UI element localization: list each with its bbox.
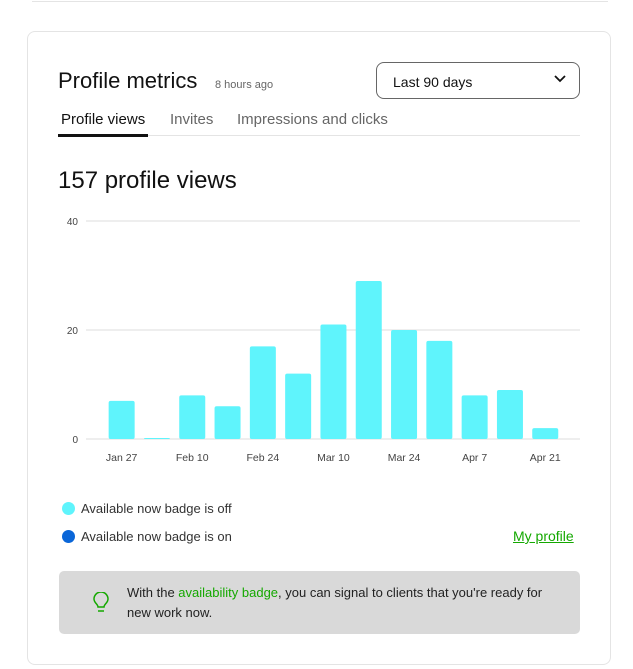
bar — [461, 395, 488, 439]
x-tick-label: Jan 27 — [106, 452, 138, 464]
x-tick-label: Apr 21 — [530, 452, 561, 464]
profile-views-count: 157 profile views — [58, 167, 237, 194]
tab-profile-views[interactable]: Profile views — [58, 111, 149, 137]
x-tick-label: Feb 10 — [176, 452, 209, 464]
bar — [249, 346, 276, 439]
bar — [285, 373, 312, 439]
tip-text-start: With the — [127, 585, 179, 600]
legend-item-on: Available now badge is on — [62, 529, 232, 544]
date-range-select[interactable]: Last 90 days — [376, 62, 580, 99]
tabs: Profile views Invites Impressions and cl… — [58, 108, 580, 137]
card-title: Profile metrics — [58, 68, 198, 93]
y-tick-label: 20 — [67, 326, 79, 337]
my-profile-link[interactable]: My profile — [513, 528, 574, 544]
legend-label: Available now badge is off — [81, 501, 232, 516]
bar — [320, 324, 347, 439]
divider — [32, 0, 608, 2]
bar — [108, 400, 135, 439]
date-range-value: Last 90 days — [393, 74, 473, 90]
lightbulb-icon — [93, 592, 109, 612]
x-tick-label: Apr 7 — [462, 452, 487, 464]
bar — [143, 438, 170, 439]
y-tick-label: 0 — [72, 435, 78, 446]
legend-dot-icon — [62, 502, 75, 515]
profile-metrics-card — [27, 31, 611, 665]
x-tick-label: Feb 24 — [246, 452, 279, 464]
tip-text-end: , you can signal to clients that you're … — [127, 585, 543, 620]
legend-item-off: Available now badge is off — [62, 501, 232, 516]
tab-impressions-and-clicks[interactable]: Impressions and clicks — [237, 111, 388, 128]
y-tick-label: 40 — [67, 217, 79, 228]
legend-dot-icon — [62, 530, 75, 543]
bar — [391, 330, 418, 439]
legend-label: Available now badge is on — [81, 529, 232, 544]
bar — [532, 428, 559, 439]
bar — [426, 340, 453, 439]
tip-text: With the availability badge, you can sig… — [127, 583, 547, 623]
bar — [214, 406, 241, 439]
bar — [496, 389, 523, 439]
chevron-down-icon — [553, 72, 567, 89]
availability-badge-link[interactable]: availability badge — [178, 585, 279, 600]
bar — [355, 280, 382, 439]
x-tick-label: Mar 10 — [317, 452, 350, 464]
updated-time: 8 hours ago — [215, 79, 274, 91]
bar — [179, 395, 206, 439]
tip-banner: With the availability badge, you can sig… — [59, 571, 580, 634]
tab-invites[interactable]: Invites — [170, 111, 214, 128]
x-tick-label: Mar 24 — [388, 452, 421, 464]
